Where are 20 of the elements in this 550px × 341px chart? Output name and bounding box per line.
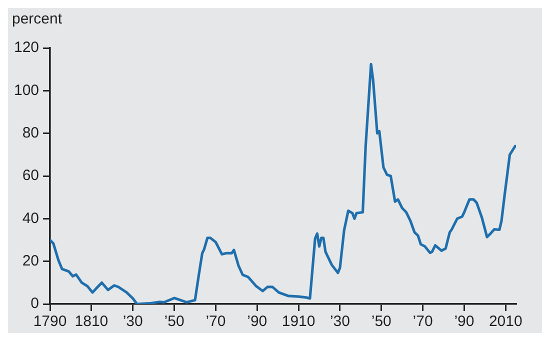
y-tick-label: 100 (14, 82, 40, 99)
y-tick-label: 20 (22, 252, 40, 270)
x-tick-label: ’30 (122, 313, 143, 330)
x-tick-label: ’50 (371, 313, 392, 330)
x-tick-label: ’90 (247, 313, 268, 330)
y-tick-label: 40 (22, 210, 40, 227)
y-axis-title: percent (12, 10, 63, 28)
y-tick-label: 80 (22, 124, 40, 142)
x-tick-label: ’70 (412, 313, 433, 330)
y-tick-label: 0 (30, 295, 40, 312)
y-tick-label: 60 (22, 167, 40, 184)
x-tick-label: ’50 (164, 313, 184, 330)
x-tick-label: 2010 (488, 313, 522, 330)
x-tick-label: 1810 (74, 313, 108, 330)
x-tick-label: ’70 (206, 313, 226, 330)
x-tick-label: 1790 (33, 313, 67, 330)
x-tick-label: ’90 (454, 313, 474, 330)
y-tick-label: 120 (14, 39, 40, 56)
x-tick-label: 1910 (282, 313, 316, 330)
x-tick-label: ’30 (330, 313, 350, 330)
